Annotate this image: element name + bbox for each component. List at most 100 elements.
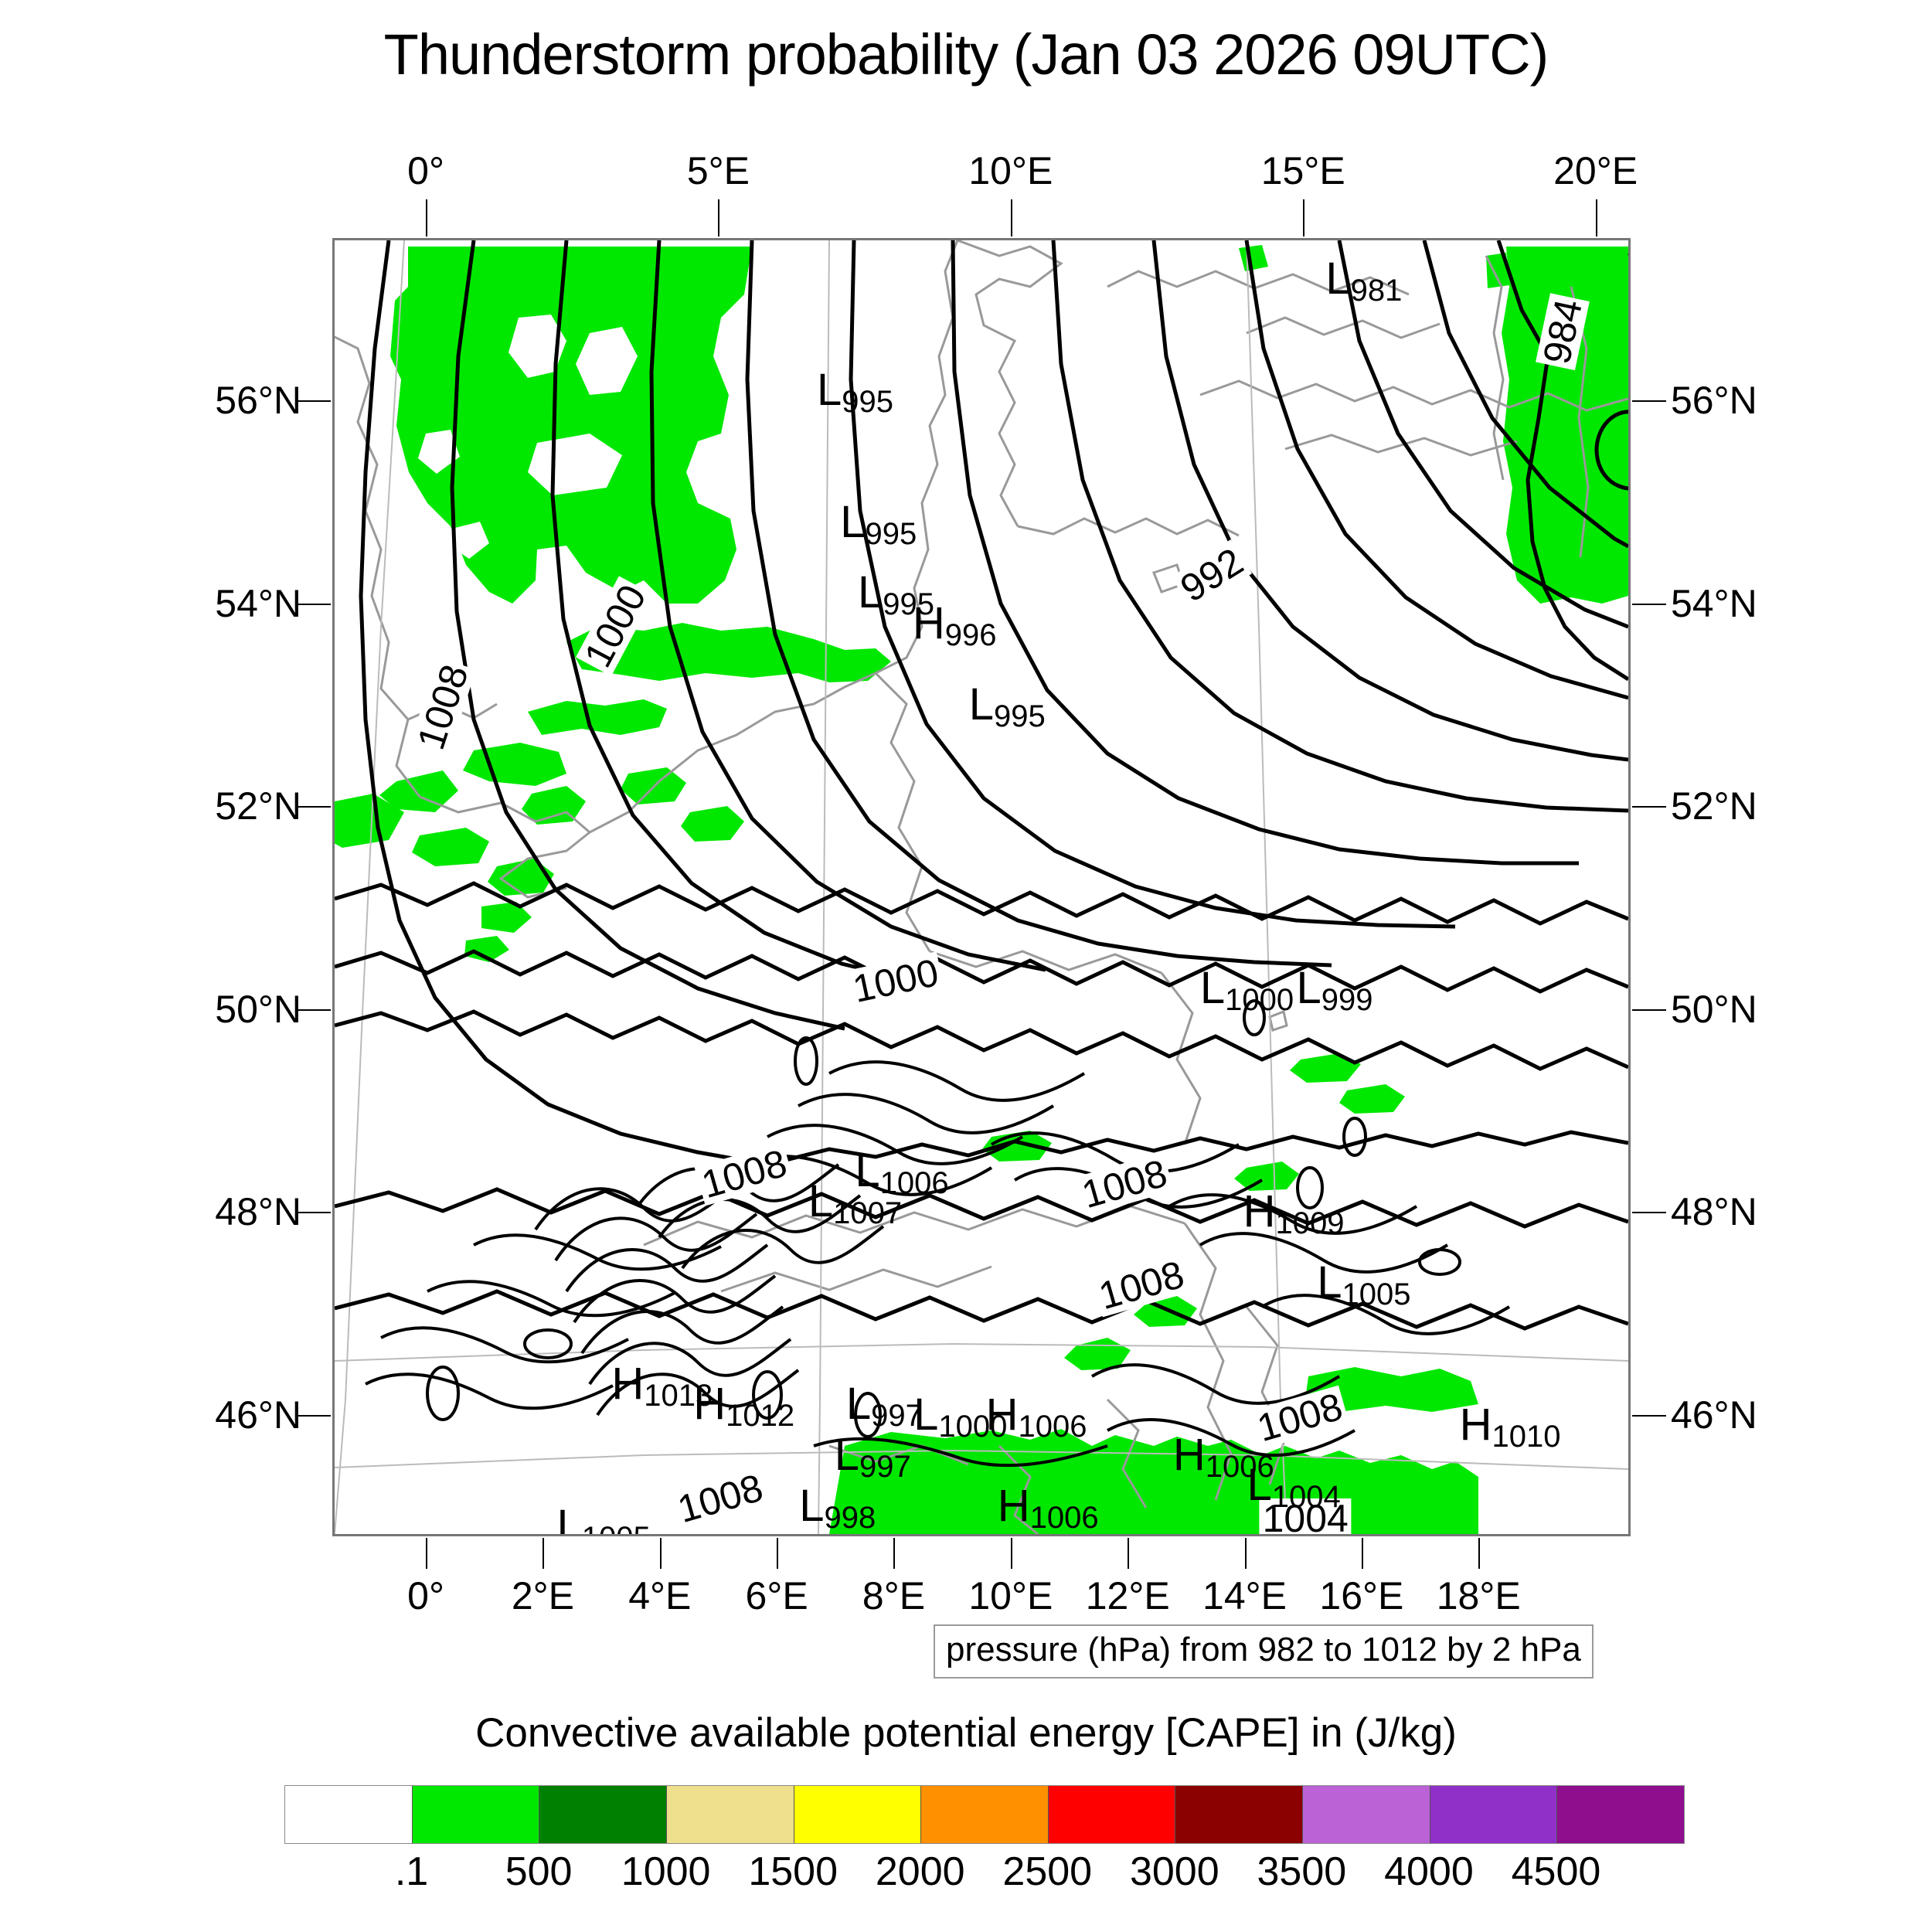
colorbar-segment-1[interactable]: [412, 1786, 540, 1843]
colorbar-tick-9: 4500: [1511, 1849, 1601, 1894]
pressure-extremum-type: L: [808, 1175, 834, 1226]
lat-label-left-4: 48°N: [215, 1190, 301, 1233]
pressure-extremum-value: 1006: [1029, 1500, 1099, 1535]
colorbar-segment-10[interactable]: [1557, 1786, 1685, 1843]
pressure-extremum-value: 995: [883, 587, 934, 622]
pressure-extremum-type: L: [857, 567, 883, 618]
colorbar-tick-6: 3000: [1129, 1849, 1219, 1894]
pressure-extremum-type: L: [1325, 253, 1351, 304]
lon-tick-bottom: [1244, 1538, 1247, 1569]
lon-tick-bottom: [543, 1538, 545, 1569]
lat-label-left-5: 46°N: [215, 1393, 301, 1437]
pressure-extremum-type: H: [1459, 1399, 1492, 1450]
pressure-extremum-value: 1005: [582, 1521, 651, 1534]
pressure-extremum-value: 995: [865, 516, 917, 551]
lon-tick-top: [1595, 199, 1597, 236]
lon-tick-top: [426, 199, 428, 236]
pressure-low-marker: L981: [1325, 256, 1403, 308]
pressure-extremum-type: L: [1199, 963, 1226, 1014]
pressure-extremum-value: 1005: [1342, 1277, 1411, 1311]
pressure-extremum-value: 997: [871, 1399, 923, 1434]
pressure-extremum-value: 981: [1350, 273, 1403, 308]
pressure-low-marker: L995: [840, 496, 917, 551]
pressure-low-marker: L1007: [808, 1175, 902, 1228]
colorbar[interactable]: [284, 1785, 1685, 1844]
pressure-extremum-value: 997: [859, 1449, 911, 1484]
colorbar-tick-5: 2500: [1002, 1849, 1093, 1894]
lat-label-right-4: 48°N: [1671, 1190, 1757, 1233]
pressure-low-marker: L1005: [1317, 1260, 1411, 1311]
map-plot-area[interactable]: 984 992 1000 1008 1000 1008 1008 1008 1008 1008 10…: [332, 238, 1631, 1536]
pressure-extremum-type: H: [997, 1480, 1030, 1531]
pressure-extremum-value: 995: [842, 384, 894, 419]
pressure-extremum-type: L: [968, 679, 995, 730]
lon-label-top-4: 20°E: [1553, 149, 1638, 192]
pressure-extremum-value: 998: [824, 1500, 876, 1535]
colorbar-tick-0: .1: [394, 1849, 429, 1894]
colorbar-segment-7[interactable]: [1175, 1786, 1304, 1843]
pressure-extremum-type: L: [834, 1430, 859, 1481]
pressure-extremum-value: 1004: [1271, 1480, 1341, 1515]
cape-shading-layer: [335, 245, 1628, 1534]
colorbar-segment-5[interactable]: [921, 1786, 1049, 1843]
pressure-extremum-type: H: [985, 1389, 1019, 1440]
lon-tick-bottom: [777, 1538, 779, 1569]
colorbar-segment-2[interactable]: [539, 1786, 667, 1843]
lon-label-top-0: 0°: [407, 149, 444, 192]
pressure-extremum-type: L: [845, 1379, 872, 1430]
colorbar-segment-9[interactable]: [1430, 1786, 1558, 1843]
pressure-low-marker: L995: [858, 570, 934, 620]
pressure-high-marker: H1006: [1173, 1433, 1274, 1482]
lat-tick-right: [1632, 1212, 1666, 1213]
pressure-extremum-value: 1009: [1275, 1206, 1345, 1240]
pressure-extremum-type: L: [1247, 1460, 1272, 1511]
pressure-extremum-type: L: [840, 496, 866, 547]
pressure-extremum-type: L: [799, 1480, 825, 1531]
colorbar-segment-3[interactable]: [666, 1786, 794, 1843]
lon-tick-bottom: [1478, 1538, 1481, 1569]
pressure-high-marker: H1006: [997, 1480, 1099, 1535]
colorbar-title: Convective available potential energy [C…: [475, 1710, 1457, 1756]
pressure-extremum-type: L: [816, 364, 842, 415]
lon-tick-bottom: [1361, 1538, 1363, 1569]
colorbar-segment-0[interactable]: [285, 1786, 413, 1843]
pressure-low-marker: L1005: [556, 1500, 651, 1536]
lat-tick-left: [297, 400, 331, 402]
lat-tick-left: [297, 806, 331, 808]
colorbar-segment-4[interactable]: [794, 1786, 922, 1843]
lat-label-right-5: 46°N: [1671, 1393, 1757, 1437]
colorbar-tick-3: 1500: [748, 1849, 838, 1894]
pressure-low-marker: L1006: [855, 1148, 949, 1200]
lon-tick-bottom: [1010, 1538, 1012, 1569]
contour-info-box: pressure (hPa) from 982 to 1012 by 2 hPa: [934, 1624, 1594, 1679]
colorbar-tick-7: 3500: [1257, 1849, 1347, 1894]
colorbar-tick-labels: .1 500 1000 1500 2000 2500 3000 3500 4000 4500: [284, 1849, 1683, 1903]
lat-tick-left: [297, 1212, 331, 1213]
lon-tick-bottom: [1128, 1538, 1130, 1569]
lat-label-left-1: 54°N: [215, 581, 301, 625]
pressure-extremum-value: 1006: [879, 1165, 949, 1200]
colorbar-segment-8[interactable]: [1303, 1786, 1430, 1843]
pressure-extremum-type: L: [556, 1500, 582, 1536]
lat-label-left-0: 56°N: [215, 379, 301, 422]
lon-tick-top: [1010, 199, 1012, 236]
lon-tick-bottom: [426, 1538, 428, 1569]
lat-label-right-0: 56°N: [1671, 379, 1757, 422]
pressure-extremum-value: 995: [994, 699, 1046, 733]
pressure-low-marker: L999: [1297, 966, 1373, 1015]
lat-label-right-2: 52°N: [1671, 784, 1757, 828]
lat-label-right-3: 50°N: [1671, 987, 1757, 1031]
lon-label-top-2: 10°E: [968, 149, 1053, 192]
colorbar-tick-2: 1000: [621, 1849, 711, 1894]
lon-label-bottom-3: 6°E: [745, 1574, 808, 1617]
pressure-extremum-value: 1010: [1492, 1419, 1561, 1454]
pressure-extremum-value: 999: [1321, 983, 1373, 1018]
pressure-high-marker: H1012: [693, 1382, 794, 1431]
colorbar-segment-6[interactable]: [1048, 1786, 1176, 1843]
lon-label-bottom-7: 14°E: [1202, 1574, 1287, 1617]
lat-label-left-3: 50°N: [215, 987, 301, 1031]
lon-tick-bottom: [893, 1538, 896, 1569]
lon-label-bottom-2: 4°E: [628, 1574, 692, 1617]
pressure-low-marker: L995: [968, 679, 1046, 733]
pressure-extremum-type: H: [912, 597, 945, 648]
